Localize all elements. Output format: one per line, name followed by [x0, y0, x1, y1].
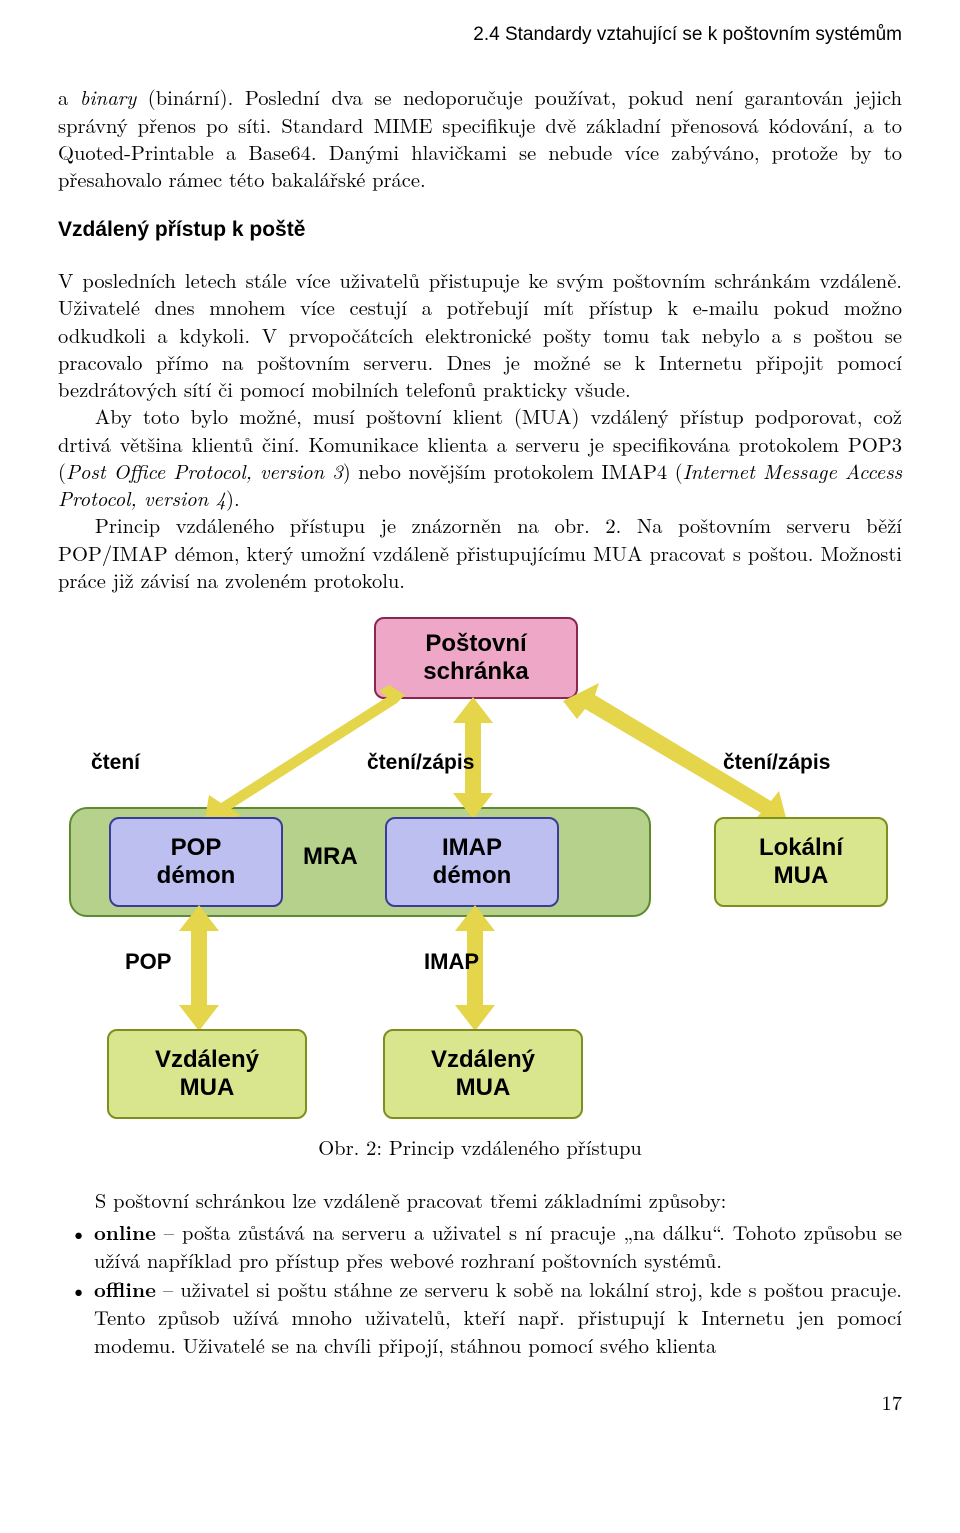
- label: Poštovní schránka: [423, 630, 528, 687]
- after-figure-block: S poštovní schránkou lze vzdáleně pracov…: [58, 1186, 902, 1213]
- figure-remote-access-diagram: Poštovní schránka čtení čtení/zápis čten…: [69, 617, 891, 1127]
- text: (binární). Poslední dva se nedoporučuje …: [58, 82, 902, 193]
- edge-label-imap: IMAP: [424, 947, 479, 976]
- intro-paragraph-block: a binary (binární). Poslední dva se nedo…: [58, 83, 902, 192]
- edge-label-cteni: čtení: [91, 749, 140, 777]
- para: Aby toto bylo možné, musí poštovní klien…: [58, 402, 902, 511]
- running-head: 2.4 Standardy vztahující se k poštovním …: [58, 22, 902, 47]
- bullet-text: – pošta zůstává na serveru a uživatel s …: [94, 1217, 902, 1274]
- text: ).: [226, 483, 240, 512]
- label: Vzdálený MUA: [155, 1046, 259, 1103]
- bullet-list: online – pošta zůstává na serveru a uživ…: [58, 1218, 902, 1358]
- body-block: V posledních letech stále více uživatelů…: [58, 266, 902, 593]
- bullet-text: – uživatel si poštu stáhne ze serveru k …: [94, 1274, 902, 1359]
- label: Lokální MUA: [759, 834, 843, 891]
- label: POP démon: [157, 834, 236, 891]
- para: V posledních letech stále více uživatelů…: [58, 266, 902, 402]
- italic: Post Office Protocol, version 3: [66, 456, 343, 485]
- label: MRA: [303, 843, 358, 871]
- italic-binary: binary: [80, 82, 136, 111]
- node-pop-daemon: POP démon: [109, 817, 283, 907]
- label: IMAP démon: [433, 834, 512, 891]
- label-mra: MRA: [303, 843, 358, 871]
- text: a: [58, 82, 80, 111]
- edge-label-pop: POP: [125, 947, 171, 976]
- list-item: online – pošta zůstává na serveru a uživ…: [58, 1218, 902, 1274]
- edge-label-cteni-zapis-1: čtení/zápis: [367, 749, 474, 777]
- edge-label-cteni-zapis-2: čtení/zápis: [723, 749, 830, 777]
- node-imap-daemon: IMAP démon: [385, 817, 559, 907]
- section-heading: Vzdálený přístup k poště: [58, 216, 902, 244]
- arrow-pop-mua: [175, 905, 223, 1031]
- para: Princip vzdáleného přístupu je znázorněn…: [58, 511, 902, 593]
- node-local-mua: Lokální MUA: [714, 817, 888, 907]
- para-continuation: a binary (binární). Poslední dva se nedo…: [58, 83, 902, 192]
- para-lead: S poštovní schránkou lze vzdáleně pracov…: [58, 1186, 902, 1213]
- list-item: offline – uživatel si poštu stáhne ze se…: [58, 1275, 902, 1358]
- text: ) nebo novějším protokolem IMAP4 (: [343, 456, 683, 485]
- node-remote-mua-1: Vzdálený MUA: [107, 1029, 307, 1119]
- label: Vzdálený MUA: [431, 1046, 535, 1103]
- bullet-head: online: [94, 1218, 156, 1247]
- node-remote-mua-2: Vzdálený MUA: [383, 1029, 583, 1119]
- bullet-head: offline: [94, 1275, 156, 1304]
- figure-caption: Obr. 2: Princip vzdáleného přístupu: [58, 1133, 902, 1160]
- page-number: 17: [58, 1388, 902, 1415]
